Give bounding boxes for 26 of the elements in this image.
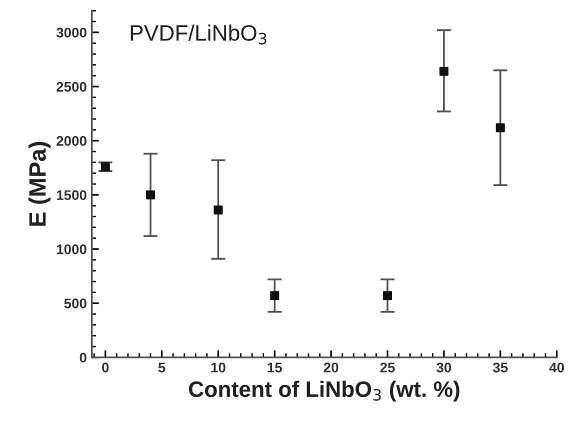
y-tick-label: 2500: [56, 82, 86, 92]
y-tick-label: 1000: [56, 244, 86, 254]
y-tick-label: 500: [64, 298, 86, 308]
x-tick-label: 35: [492, 362, 508, 372]
point: [439, 66, 448, 76]
text: PVDF/LiNbO$_{3}$: [130, 24, 266, 44]
y-axis-title: E (MPa): [28, 142, 51, 226]
y-tick-label: 3000: [56, 28, 86, 38]
x-tick-label: 10: [211, 362, 226, 372]
point: [496, 123, 505, 132]
x-tick-label: 40: [549, 362, 564, 372]
point: [383, 291, 392, 300]
point: [100, 162, 110, 172]
x-tick-label: 30: [436, 362, 452, 372]
y-tick-label: 1500: [56, 190, 86, 200]
x-tick-label: 0: [102, 362, 109, 372]
point: [214, 206, 223, 215]
x-axis-title: Content of LiNbO$_{3}$ (wt. %): [189, 380, 460, 402]
y-tick-label: 0: [80, 352, 86, 363]
x-tick-label: 5: [158, 362, 166, 372]
x-tick-label: 15: [268, 362, 282, 372]
point: [270, 291, 280, 300]
x-tick-label: 25: [380, 362, 395, 372]
x-tick-label: 20: [324, 362, 338, 372]
y-tick-label: 2000: [56, 136, 86, 146]
point: [146, 190, 156, 200]
